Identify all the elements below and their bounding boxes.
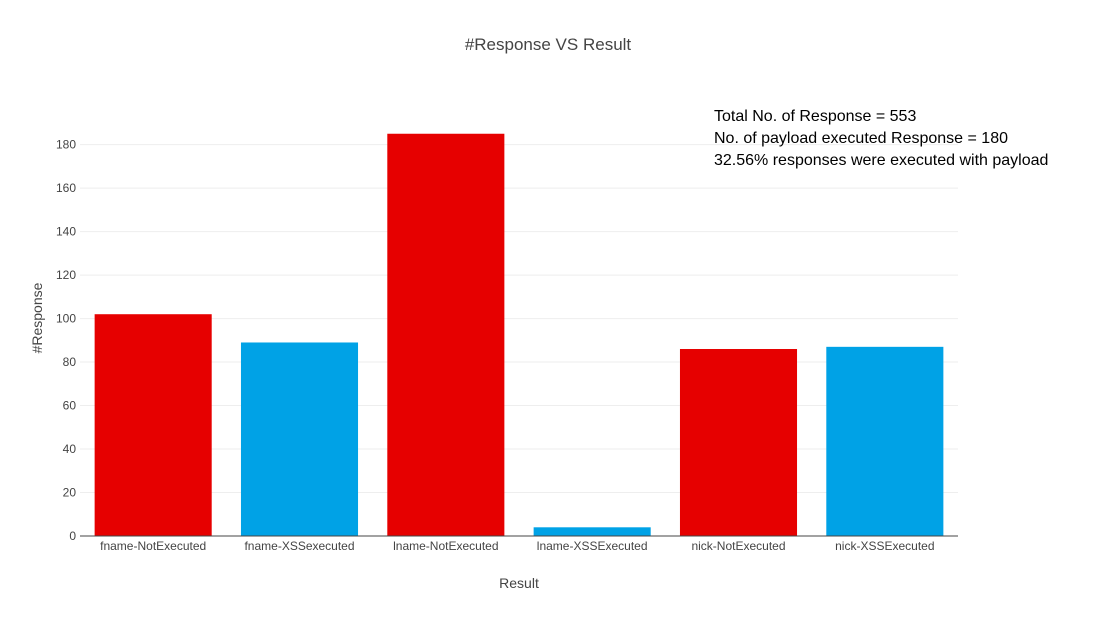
gridlines	[80, 144, 958, 494]
bar-lname-XSSExecuted[interactable]	[533, 527, 651, 536]
x-tick-labels: fname-NotExecuted fname-XSSexecuted lname-…	[100, 539, 934, 553]
annotation-executed-percentage: 32.56% responses were executed with payl…	[714, 152, 1048, 169]
y-tick-label: 0	[69, 529, 76, 543]
bar-fname-XSSexecuted[interactable]	[240, 342, 359, 536]
x-tick-label: lname-NotExecuted	[393, 539, 498, 553]
y-tick-label: 20	[63, 486, 77, 500]
annotation-total-responses: Total No. of Response = 553	[714, 108, 916, 125]
x-axis-title: Result	[499, 575, 539, 591]
bar-nick-XSSExecuted[interactable]	[826, 346, 944, 536]
y-tick-label: 40	[63, 442, 77, 456]
y-tick-label: 60	[63, 399, 77, 413]
x-tick-label: nick-XSSExecuted	[835, 539, 934, 553]
y-tick-label: 100	[56, 312, 76, 326]
bar-fname-NotExecuted[interactable]	[94, 314, 212, 536]
annotation-executed-responses: No. of payload executed Response = 180	[714, 130, 1008, 147]
y-tick-label: 160	[56, 181, 76, 195]
bars	[94, 133, 944, 536]
x-tick-label: lname-XSSExecuted	[537, 539, 648, 553]
bar-nick-NotExecuted[interactable]	[679, 349, 798, 536]
annotation-block: Total No. of Response = 553 No. of paylo…	[714, 108, 1048, 169]
y-tick-label: 180	[56, 138, 76, 152]
y-tick-labels: 0 20 40 60 80 100 120 140 160 180	[56, 138, 76, 543]
y-tick-label: 140	[56, 225, 76, 239]
y-tick-label: 80	[63, 355, 77, 369]
chart-title: #Response VS Result	[465, 35, 632, 54]
x-tick-label: fname-XSSexecuted	[244, 539, 354, 553]
x-tick-label: nick-NotExecuted	[691, 539, 785, 553]
y-axis-title: #Response	[29, 282, 45, 353]
y-tick-label: 120	[56, 268, 76, 282]
x-tick-label: fname-NotExecuted	[100, 539, 206, 553]
bar-lname-NotExecuted[interactable]	[387, 133, 505, 536]
